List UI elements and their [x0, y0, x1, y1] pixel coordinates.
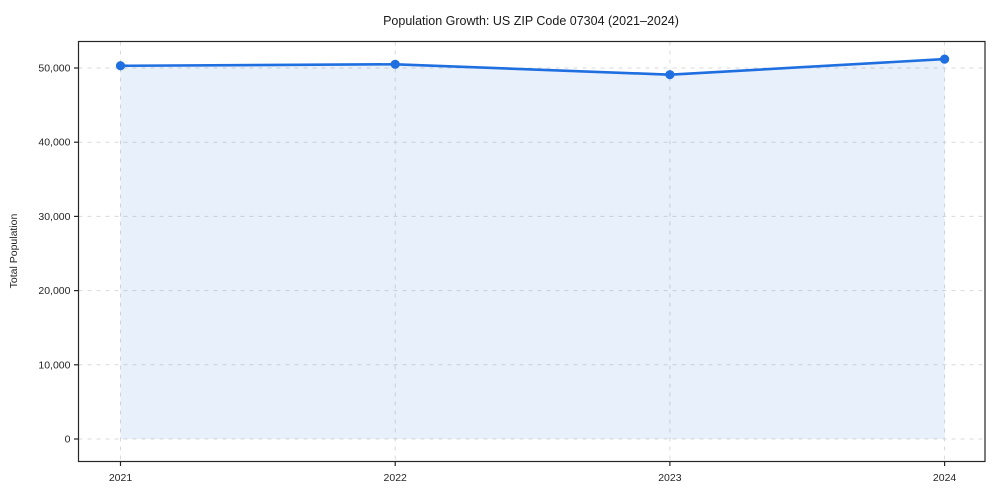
y-tick-label: 0 [65, 434, 71, 446]
x-tick-label: 2024 [933, 472, 957, 484]
x-tick-label: 2021 [109, 472, 133, 484]
plot-frame [77, 40, 986, 463]
axes-frame [74, 40, 986, 466]
x-tick-label: 2022 [384, 472, 408, 484]
data-markers [115, 54, 950, 80]
y-tick-label: 30,000 [38, 211, 70, 223]
population-line [119, 57, 946, 76]
y-tick-label: 50,000 [38, 63, 70, 75]
y-tick-label: 10,000 [38, 359, 70, 371]
y-tick-label: 20,000 [38, 285, 70, 297]
data-line [119, 57, 946, 76]
data-point-marker [390, 59, 400, 69]
chart-title: Population Growth: US ZIP Code 07304 (20… [383, 14, 679, 28]
data-point-marker [665, 70, 675, 80]
tick-labels: 0 10,000 20,000 30,000 40,000 50,000 2021 2022 2… [38, 63, 956, 485]
data-point-marker [115, 61, 126, 71]
data-point-marker [940, 54, 950, 64]
area-under-line [120, 59, 945, 439]
area-fill [120, 59, 945, 439]
y-axis-title: Total Population [8, 213, 20, 288]
gridlines [78, 41, 985, 462]
y-tick-label: 40,000 [38, 137, 70, 149]
x-tick-label: 2023 [658, 472, 682, 484]
